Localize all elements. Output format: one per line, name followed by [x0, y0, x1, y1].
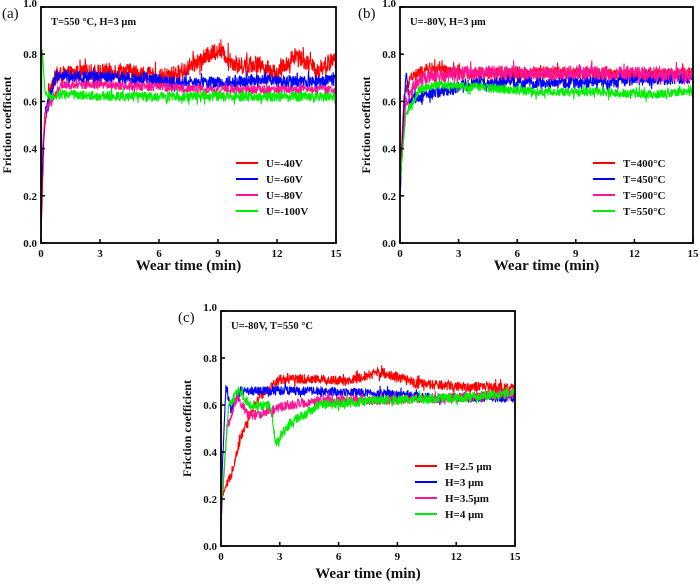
chart-panel-a: 0 3 6 9 12 15 0.0 0.2 0.4 0.6 0.8 1.0 Wear time (min… — [0, 0, 342, 274]
x-tick-label: 12 — [272, 248, 284, 260]
x-axis-title: Wear time (min) — [494, 258, 600, 274]
chart-panel-b: 0 3 6 9 12 15 0.0 0.2 0.4 0.6 0.8 1.0 Wear time (min… — [358, 0, 699, 274]
x-tick-label: 3 — [456, 248, 462, 260]
y-axis-title: Friction coefficient — [359, 77, 373, 174]
series-line-t500c — [400, 60, 693, 183]
y-tick-label: 0.4 — [23, 144, 37, 156]
condition-annotation: U=-80V, T=550 °C — [231, 321, 313, 332]
series-group — [400, 59, 693, 195]
x-tick-label: 9 — [215, 248, 221, 260]
x-tick-label: 12 — [629, 248, 641, 260]
x-tick-label: 3 — [97, 248, 103, 260]
y-tick-label: 0.2 — [203, 494, 217, 506]
series-line-t450c — [400, 69, 693, 195]
legend-label: U=-100V — [266, 206, 308, 218]
y-tick-label: 0.0 — [382, 238, 396, 250]
series-line-u80v — [41, 77, 336, 172]
x-tick-label: 3 — [277, 551, 283, 563]
legend-label: U=-40V — [266, 158, 303, 170]
series-group — [41, 39, 336, 237]
plot-frame — [40, 6, 337, 244]
y-tick-label: 0.6 — [23, 96, 37, 108]
x-tick-label: 6 — [336, 551, 342, 563]
y-tick-label: 0.0 — [203, 541, 217, 553]
legend: T=400°C T=450°C T=500°C T=550°C — [593, 158, 666, 218]
series-line-u60v — [41, 67, 336, 194]
y-tick-label: 0.6 — [382, 96, 396, 108]
legend-label: T=400°C — [623, 158, 666, 170]
y-tick-label: 0.4 — [382, 144, 396, 156]
series-line-h4m — [221, 386, 515, 510]
series-line-u100v — [41, 49, 336, 172]
x-tick-label: 15 — [688, 248, 700, 260]
x-tick-label: 9 — [573, 248, 579, 260]
y-tick-label: 0.8 — [23, 49, 37, 61]
x-axis-title: Wear time (min) — [315, 566, 421, 582]
x-tick-label: 0 — [38, 248, 44, 260]
x-tick-label: 6 — [156, 248, 162, 260]
legend-label: U=-80V — [266, 190, 303, 202]
series-line-t550c — [400, 80, 693, 184]
legend-label: H=2.5 μm — [445, 461, 492, 473]
series-group — [221, 365, 515, 522]
legend-label: H=4 μm — [445, 509, 483, 521]
plot-frame — [220, 310, 516, 547]
y-tick-label: 1.0 — [382, 0, 396, 10]
panel-label: (a) — [2, 6, 19, 22]
x-tick-label: 0 — [397, 248, 403, 260]
chart-panel-c: 0 3 6 9 12 15 0.0 0.2 0.4 0.6 0.8 1.0 Wear time (min… — [178, 302, 521, 582]
panel-label: (c) — [178, 310, 195, 326]
plot-frame — [399, 6, 694, 244]
legend-label: T=450°C — [623, 174, 666, 186]
legend-label: U=-60V — [266, 174, 303, 186]
x-axis-title: Wear time (min) — [136, 258, 242, 274]
y-axis-title: Friction coefficient — [0, 77, 14, 174]
legend-label: H=3.5μm — [445, 493, 489, 505]
legend: H=2.5 μm H=3 μm H=3.5μm H=4 μm — [415, 461, 492, 521]
x-tick-label: 12 — [451, 551, 463, 563]
y-tick-label: 0.8 — [382, 49, 396, 61]
y-tick-label: 0.4 — [203, 447, 217, 459]
y-axis-title: Friction coefficient — [180, 380, 194, 477]
y-tick-label: 0.8 — [203, 353, 217, 365]
y-tick-label: 0.0 — [23, 238, 37, 250]
x-tick-label: 15 — [331, 248, 343, 260]
y-tick-label: 1.0 — [203, 302, 217, 314]
x-tick-label: 15 — [510, 551, 522, 563]
x-tick-label: 0 — [218, 551, 224, 563]
legend: U=-40V U=-60V U=-80V U=-100V — [236, 158, 308, 218]
x-tick-label: 9 — [395, 551, 401, 563]
x-tick-label: 6 — [514, 248, 520, 260]
condition-annotation: U=-80V, H=3 μm — [410, 17, 486, 28]
y-tick-label: 0.2 — [382, 191, 396, 203]
y-tick-label: 0.6 — [203, 400, 217, 412]
condition-annotation: T=550 °C, H=3 μm — [51, 17, 136, 28]
legend-label: T=500°C — [623, 190, 666, 202]
y-tick-label: 0.2 — [23, 191, 37, 203]
y-tick-label: 1.0 — [23, 0, 37, 10]
legend-label: T=550°C — [623, 206, 666, 218]
panel-label: (b) — [358, 6, 376, 22]
legend-label: H=3 μm — [445, 477, 483, 489]
